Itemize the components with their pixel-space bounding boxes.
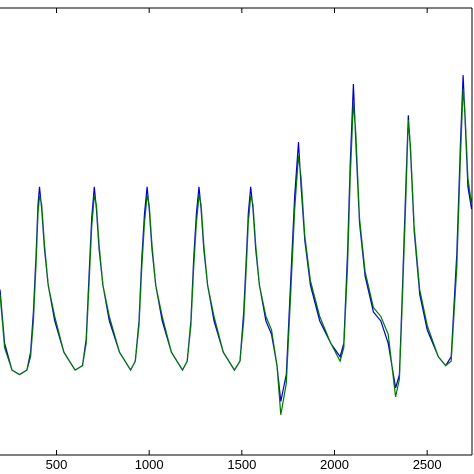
x-tick-label: 1500 bbox=[227, 457, 256, 472]
x-tick-label: 2500 bbox=[413, 457, 442, 472]
x-tick-label: 2000 bbox=[320, 457, 349, 472]
x-tick-label: 1000 bbox=[135, 457, 164, 472]
series-line bbox=[0, 88, 473, 415]
x-tick-label: 500 bbox=[46, 457, 68, 472]
